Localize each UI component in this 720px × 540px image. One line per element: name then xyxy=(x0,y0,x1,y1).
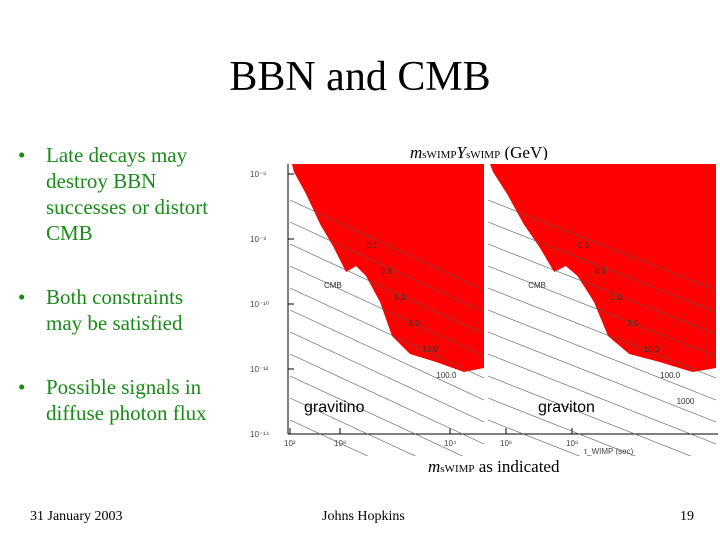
contour-label: 3.0 xyxy=(627,319,639,328)
contour-line xyxy=(289,287,485,379)
contour-label: 0.1 xyxy=(366,241,378,250)
y-axis-title-m: m xyxy=(410,143,423,162)
contour-line xyxy=(289,397,416,456)
page-number: 19 xyxy=(680,509,694,524)
panel-label: gravitino xyxy=(304,399,365,416)
curve-label-title: msWIMP as indicated xyxy=(428,457,559,477)
bullet-mark: • xyxy=(18,143,26,167)
contour-line xyxy=(487,221,717,313)
contour-label: 0.3 xyxy=(380,267,392,276)
curve-label-m-sub: sWIMP xyxy=(440,463,475,475)
bullet-mark: • xyxy=(18,285,26,309)
bullet-text: Late decays may destroy BBN successes or… xyxy=(46,143,209,245)
excluded-region xyxy=(486,164,716,372)
contour-label: 100.0 xyxy=(436,371,457,380)
contour-line xyxy=(289,353,485,445)
excluded-region xyxy=(288,164,484,372)
footer-venue: Johns Hopkins xyxy=(322,509,405,524)
bullet-item: • Possible signals in diffuse photon flu… xyxy=(18,374,218,426)
contour-label: 10.0 xyxy=(644,345,660,354)
contour-label: 10.0 xyxy=(422,345,438,354)
contour-label: 0.3 xyxy=(594,267,606,276)
footer-date: 31 January 2003 xyxy=(30,509,123,524)
contour-line xyxy=(289,375,464,456)
x-tick-label: 10² xyxy=(284,439,296,448)
panel-graviton: CMB 0.1 0.3 1.0 3.0 10.0 100.0 1000 graviton xyxy=(486,164,717,456)
contour-label: 1.0 xyxy=(394,293,406,302)
contour-line xyxy=(487,397,636,456)
region-label: CMB xyxy=(528,281,546,290)
y-tick-label: 10⁻¹² xyxy=(250,365,269,374)
x-axis-label: τ_WIMP (sec) xyxy=(584,447,634,456)
bullet-item: • Late decays may destroy BBN successes … xyxy=(18,142,218,246)
contour-label: 3.0 xyxy=(408,319,420,328)
slide-title: BBN and CMB xyxy=(229,54,491,100)
contour-line xyxy=(289,309,485,401)
y-tick-label: 10⁻¹⁰ xyxy=(250,300,269,309)
contour-label: 100.0 xyxy=(660,371,681,380)
bullet-mark: • xyxy=(18,375,26,399)
contour-line xyxy=(487,287,717,379)
y-axis-title-unit: (GeV) xyxy=(500,143,548,162)
contour-line xyxy=(289,331,485,423)
bullet-text: Possible signals in diffuse photon flux xyxy=(46,375,207,425)
contour-labels: 0.1 0.3 1.0 3.0 10.0 100.0 xyxy=(366,241,457,380)
contour-line xyxy=(487,243,717,335)
contour-lines xyxy=(289,199,485,456)
bullet-item: • Both constraints may be satisfied xyxy=(18,284,218,336)
x-tick-label: 10⁶ xyxy=(500,439,512,448)
contour-line xyxy=(487,199,717,291)
y-axis-title-y: Y xyxy=(456,143,466,162)
x-tick-label: 10⁸ xyxy=(566,439,578,448)
contour-labels: 0.1 0.3 1.0 3.0 10.0 100.0 1000 xyxy=(578,241,695,406)
contour-line xyxy=(289,265,485,357)
y-axis-title-y-sub: sWIMP xyxy=(465,149,501,161)
y-tick-label: 10⁻¹⁴ xyxy=(250,430,270,439)
contour-line xyxy=(487,265,717,357)
contour-line xyxy=(289,199,485,291)
contour-label: 1.0 xyxy=(611,293,623,302)
y-tick-label: 10⁻⁸ xyxy=(250,235,267,244)
bullet-text: Both constraints may be satisfied xyxy=(46,285,184,335)
contour-line xyxy=(487,375,692,456)
contour-label: 1000 xyxy=(677,397,695,406)
y-axis-title: msWIMPYsWIMP (GeV) xyxy=(410,143,548,163)
panel-label: graviton xyxy=(538,399,595,416)
contour-line xyxy=(487,353,717,445)
contour-line xyxy=(487,331,717,423)
y-axis-title-m-sub: sWIMP xyxy=(422,149,457,161)
panel-gravitino: CMB 0.1 0.3 1.0 3.0 10.0 100.0 gravitino xyxy=(288,164,485,456)
contour-line xyxy=(289,419,369,456)
contour-label: 0.1 xyxy=(578,241,590,250)
contour-lines xyxy=(487,199,717,456)
region-label: CMB xyxy=(324,281,342,290)
curve-label-rest: as indicated xyxy=(474,457,560,476)
contour-line xyxy=(487,309,717,401)
contour-line xyxy=(289,243,485,335)
contour-line xyxy=(289,221,485,313)
y-tick-label: 10⁻⁶ xyxy=(250,170,266,179)
contour-line xyxy=(487,419,581,456)
curve-label-m: m xyxy=(428,457,441,476)
x-tick-label: 10⁴ xyxy=(444,439,457,448)
